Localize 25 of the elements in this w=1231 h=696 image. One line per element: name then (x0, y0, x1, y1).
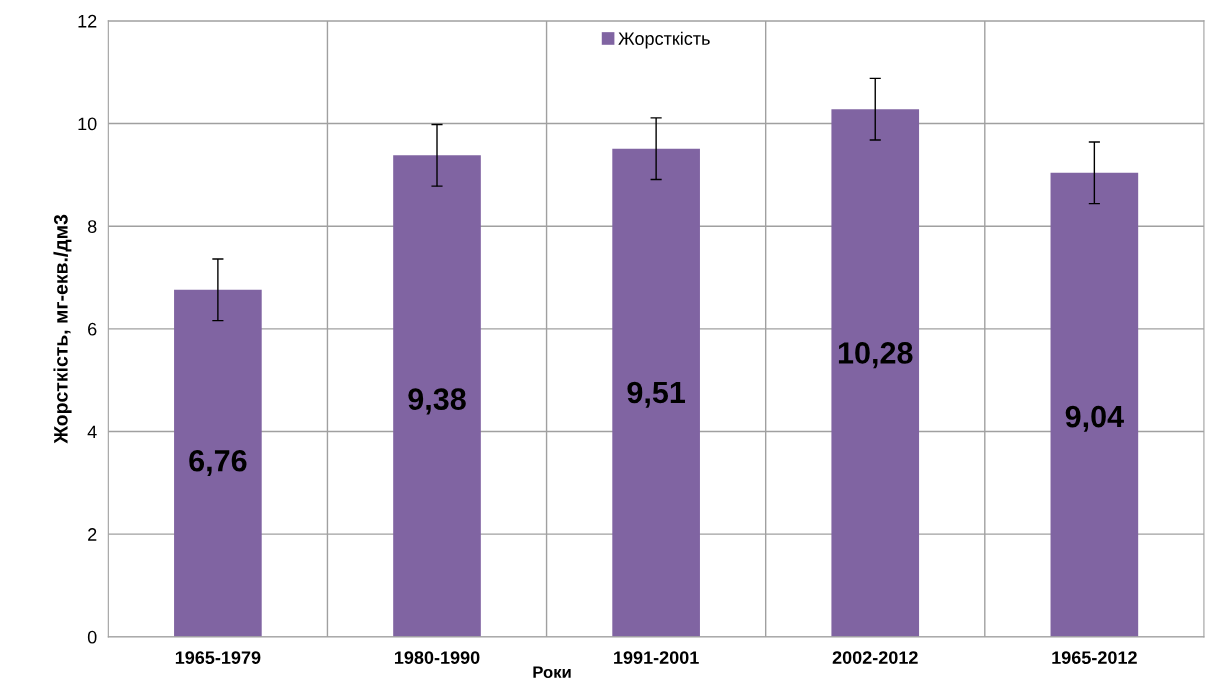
y-tick-label: 6 (88, 322, 97, 336)
legend-label: Жорсткість (618, 31, 710, 49)
y-tick-label: 10 (78, 117, 97, 131)
y-tick-label: 2 (88, 528, 97, 541)
bar (1050, 172, 1139, 637)
bar (174, 289, 262, 637)
x-tick-label: 2002-2012 (832, 651, 918, 664)
data-label: 9,04 (1065, 405, 1124, 432)
x-axis-title: Роки (533, 666, 571, 679)
bar (831, 109, 920, 637)
x-tick-label: 1980-1990 (394, 651, 480, 664)
y-tick-label: 12 (78, 14, 97, 28)
data-label: 6,76 (189, 449, 247, 476)
x-tick-label: 1991-2001 (614, 651, 699, 664)
y-tick-label: 0 (87, 630, 97, 644)
bar (612, 148, 700, 637)
y-tick-label: 8 (87, 220, 97, 233)
x-tick-label: 1965-1979 (175, 651, 261, 664)
data-label: 9,51 (627, 381, 686, 408)
data-label: 9,38 (408, 388, 466, 415)
y-axis-title: Жорсткість, мг-екв./дм3 (53, 214, 72, 444)
data-label: 10,28 (838, 342, 913, 369)
x-tick-label: 1965-2012 (1052, 651, 1137, 664)
y-tick-label: 4 (87, 425, 97, 439)
bar (393, 155, 481, 637)
